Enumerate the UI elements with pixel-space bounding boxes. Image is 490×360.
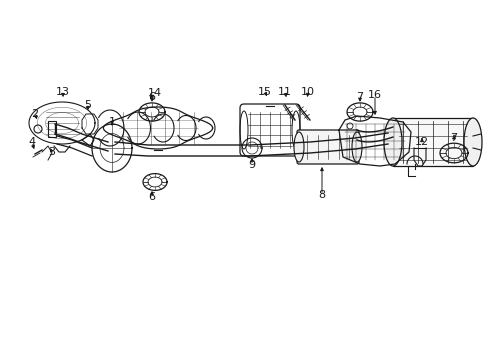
Text: 2: 2 [31,109,39,119]
Text: 15: 15 [258,87,272,97]
Text: 9: 9 [248,160,256,170]
Text: 7: 7 [356,92,364,102]
Text: 1: 1 [108,117,116,127]
Text: 4: 4 [28,137,36,147]
Text: 7: 7 [450,133,458,143]
Text: 5: 5 [84,100,92,110]
Bar [48,121,56,137]
Ellipse shape [294,132,304,162]
Bar [393,118,473,166]
Text: 14: 14 [148,88,162,98]
Text: 6: 6 [148,92,155,102]
Text: 6: 6 [148,192,155,202]
Text: 13: 13 [56,87,70,97]
Text: 8: 8 [318,190,325,200]
Ellipse shape [384,118,402,166]
Text: 12: 12 [415,137,429,147]
FancyBboxPatch shape [297,130,359,164]
Text: 11: 11 [278,87,292,97]
Ellipse shape [464,118,482,166]
Text: 3: 3 [49,147,55,157]
Text: 10: 10 [301,87,315,97]
Text: 16: 16 [368,90,382,100]
Ellipse shape [352,132,362,162]
